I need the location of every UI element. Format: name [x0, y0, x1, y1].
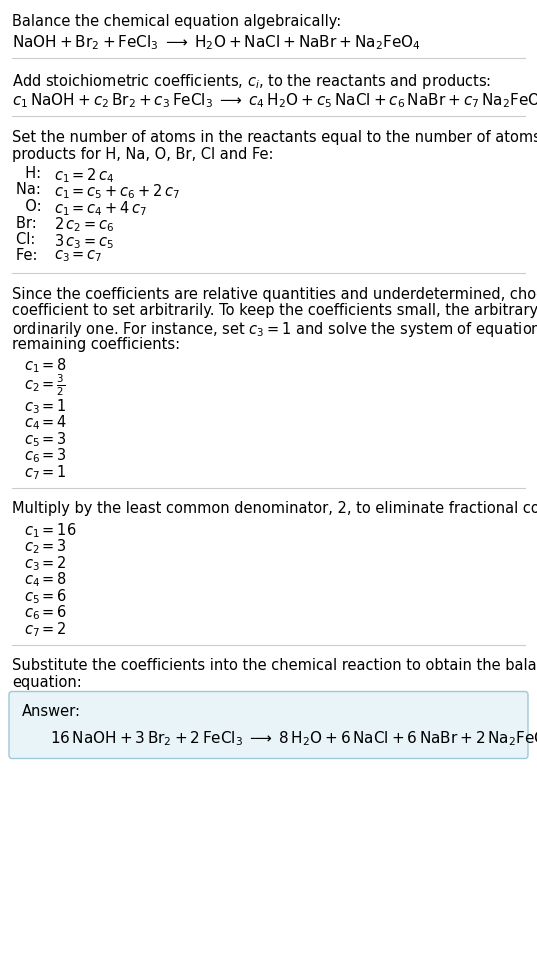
- Text: Cl:: Cl:: [16, 232, 40, 247]
- Text: Br:: Br:: [16, 215, 41, 231]
- Text: H:: H:: [16, 166, 46, 181]
- Text: $c_2 = \frac{3}{2}$: $c_2 = \frac{3}{2}$: [24, 372, 66, 397]
- Text: $c_5 = 3$: $c_5 = 3$: [24, 430, 67, 449]
- Text: $c_7 = 2$: $c_7 = 2$: [24, 620, 67, 639]
- Text: $c_6 = 3$: $c_6 = 3$: [24, 446, 67, 466]
- Text: $c_1\,\mathrm{NaOH} + c_2\,\mathrm{Br_2} + c_3\,\mathrm{FeCl_3} \;\longrightarro: $c_1\,\mathrm{NaOH} + c_2\,\mathrm{Br_2}…: [12, 92, 537, 110]
- Text: Multiply by the least common denominator, 2, to eliminate fractional coefficient: Multiply by the least common denominator…: [12, 502, 537, 516]
- Text: $c_5 = 6$: $c_5 = 6$: [24, 587, 67, 606]
- Text: $2\,c_2 = c_6$: $2\,c_2 = c_6$: [54, 215, 114, 234]
- Text: remaining coefficients:: remaining coefficients:: [12, 336, 180, 352]
- Text: O:: O:: [16, 199, 46, 214]
- Text: Answer:: Answer:: [22, 704, 81, 720]
- Text: $c_3 = c_7$: $c_3 = c_7$: [54, 248, 103, 264]
- Text: $16\,\mathrm{NaOH} + 3\,\mathrm{Br_2} + 2\,\mathrm{FeCl_3} \;\longrightarrow\; 8: $16\,\mathrm{NaOH} + 3\,\mathrm{Br_2} + …: [50, 729, 537, 748]
- Text: products for H, Na, O, Br, Cl and Fe:: products for H, Na, O, Br, Cl and Fe:: [12, 146, 273, 162]
- FancyBboxPatch shape: [9, 692, 528, 759]
- Text: $c_4 = 4$: $c_4 = 4$: [24, 414, 67, 432]
- Text: $c_1 = c_5 + c_6 + 2\,c_7$: $c_1 = c_5 + c_6 + 2\,c_7$: [54, 182, 180, 202]
- Text: $c_7 = 1$: $c_7 = 1$: [24, 463, 67, 482]
- Text: $c_4 = 8$: $c_4 = 8$: [24, 571, 67, 589]
- Text: Add stoichiometric coefficients, $c_i$, to the reactants and products:: Add stoichiometric coefficients, $c_i$, …: [12, 72, 491, 91]
- Text: $c_6 = 6$: $c_6 = 6$: [24, 604, 67, 622]
- Text: $c_3 = 2$: $c_3 = 2$: [24, 554, 67, 573]
- Text: $c_1 = c_4 + 4\,c_7$: $c_1 = c_4 + 4\,c_7$: [54, 199, 147, 218]
- Text: $c_2 = 3$: $c_2 = 3$: [24, 538, 67, 556]
- Text: Fe:: Fe:: [16, 248, 42, 264]
- Text: $c_1 = 16$: $c_1 = 16$: [24, 521, 77, 540]
- Text: ordinarily one. For instance, set $c_3 = 1$ and solve the system of equations fo: ordinarily one. For instance, set $c_3 =…: [12, 320, 537, 339]
- Text: equation:: equation:: [12, 675, 82, 690]
- Text: Balance the chemical equation algebraically:: Balance the chemical equation algebraica…: [12, 14, 341, 29]
- Text: Na:: Na:: [16, 182, 46, 198]
- Text: $3\,c_3 = c_5$: $3\,c_3 = c_5$: [54, 232, 114, 250]
- Text: Set the number of atoms in the reactants equal to the number of atoms in the: Set the number of atoms in the reactants…: [12, 130, 537, 145]
- Text: Substitute the coefficients into the chemical reaction to obtain the balanced: Substitute the coefficients into the che…: [12, 658, 537, 673]
- Text: $\mathrm{NaOH + Br_2 + FeCl_3 \;\longrightarrow\; H_2O + NaCl + NaBr + Na_2FeO_4: $\mathrm{NaOH + Br_2 + FeCl_3 \;\longrig…: [12, 33, 421, 53]
- Text: Since the coefficients are relative quantities and underdetermined, choose a: Since the coefficients are relative quan…: [12, 287, 537, 302]
- Text: $c_1 = 2\,c_4$: $c_1 = 2\,c_4$: [54, 166, 114, 185]
- Text: $c_1 = 8$: $c_1 = 8$: [24, 356, 67, 375]
- Text: $c_3 = 1$: $c_3 = 1$: [24, 397, 67, 416]
- Text: coefficient to set arbitrarily. To keep the coefficients small, the arbitrary va: coefficient to set arbitrarily. To keep …: [12, 304, 537, 318]
